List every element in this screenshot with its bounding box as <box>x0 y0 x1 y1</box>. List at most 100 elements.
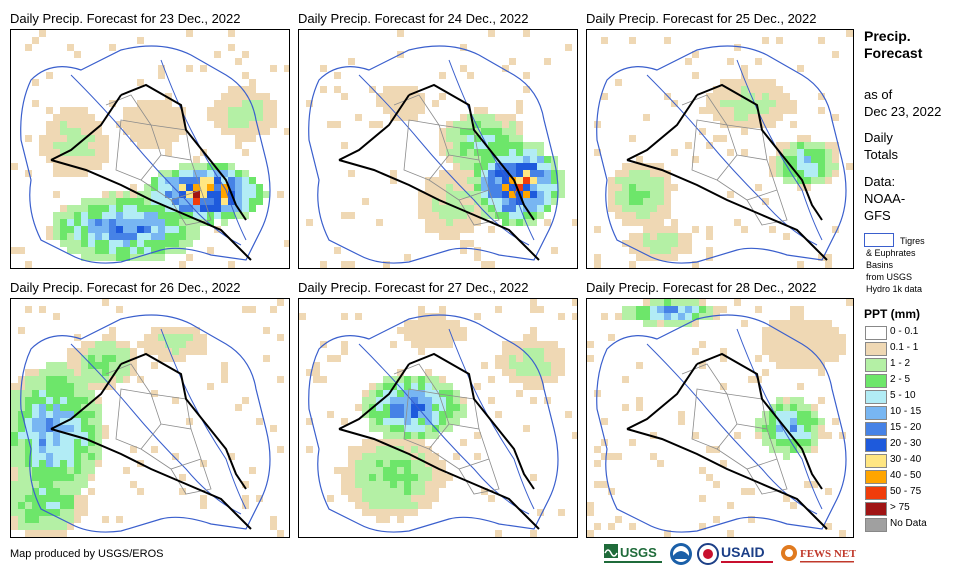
precip-field <box>11 299 284 537</box>
precip-cell <box>397 390 404 397</box>
precip-cell <box>74 107 81 114</box>
precip-cell <box>74 348 81 355</box>
precip-cell <box>446 341 453 348</box>
precip-cell <box>734 100 741 107</box>
precip-cell <box>629 163 636 170</box>
precip-cell <box>165 107 172 114</box>
precip-cell <box>832 348 839 355</box>
precip-cell <box>158 135 165 142</box>
precip-cell <box>67 233 74 240</box>
precip-cell <box>615 453 622 460</box>
precip-cell <box>699 306 706 313</box>
precip-cell <box>137 121 144 128</box>
precip-cell <box>179 226 186 233</box>
precip-cell <box>200 212 207 219</box>
precip-cell <box>390 432 397 439</box>
precip-cell <box>81 425 88 432</box>
precip-cell <box>558 369 565 376</box>
precip-cell <box>235 58 242 65</box>
precip-cell <box>18 488 25 495</box>
precip-cell <box>137 100 144 107</box>
precip-cell <box>411 488 418 495</box>
precip-cell <box>713 114 720 121</box>
precip-cell <box>39 523 46 530</box>
precip-cell <box>783 411 790 418</box>
precip-cell <box>81 474 88 481</box>
precip-cell <box>88 453 95 460</box>
precip-cell <box>81 453 88 460</box>
precip-cell <box>376 411 383 418</box>
precip-cell <box>411 495 418 502</box>
precip-cell <box>277 334 284 341</box>
precip-cell <box>664 226 671 233</box>
precip-cell <box>348 467 355 474</box>
precip-cell <box>425 184 432 191</box>
precip-cell <box>509 355 516 362</box>
precip-cell <box>11 390 18 397</box>
precip-cell <box>228 30 235 37</box>
precip-cell <box>832 226 839 233</box>
precip-cell <box>39 418 46 425</box>
precip-cell <box>432 411 439 418</box>
precip-cell <box>200 198 207 205</box>
precip-cell <box>467 163 474 170</box>
precip-cell <box>11 425 18 432</box>
precip-cell <box>418 432 425 439</box>
precip-cell <box>783 107 790 114</box>
precip-cell <box>46 135 53 142</box>
precip-cell <box>755 58 762 65</box>
precip-cell <box>832 355 839 362</box>
precip-cell <box>88 128 95 135</box>
precip-cell <box>804 481 811 488</box>
precip-cell <box>277 530 284 537</box>
precip-cell <box>755 355 762 362</box>
precip-cell <box>587 355 594 362</box>
precip-cell <box>790 121 797 128</box>
precip-cell <box>530 299 537 306</box>
precip-cell <box>95 240 102 247</box>
as-of-value: Dec 23, 2022 <box>864 104 942 119</box>
precip-cell <box>467 149 474 156</box>
precip-cell <box>137 247 144 254</box>
precip-cell <box>629 205 636 212</box>
precip-cell <box>594 254 601 261</box>
precip-cell <box>67 467 74 474</box>
precip-cell <box>516 142 523 149</box>
precip-cell <box>699 128 706 135</box>
precip-cell <box>446 233 453 240</box>
legend-label: > 75 <box>890 502 910 513</box>
precip-cell <box>776 341 783 348</box>
precip-cell <box>158 247 165 254</box>
precip-cell <box>643 306 650 313</box>
precip-cell <box>74 439 81 446</box>
precip-cell <box>144 233 151 240</box>
precip-cell <box>432 453 439 460</box>
precip-cell <box>165 177 172 184</box>
precip-cell <box>165 93 172 100</box>
precip-cell <box>397 460 404 467</box>
precip-cell <box>699 299 706 306</box>
precip-cell <box>481 198 488 205</box>
precip-cell <box>123 226 130 233</box>
river-line <box>160 328 247 510</box>
precip-cell <box>242 72 249 79</box>
precip-cell <box>790 418 797 425</box>
precip-cell <box>130 226 137 233</box>
precip-cell <box>748 107 755 114</box>
precip-cell <box>460 404 467 411</box>
precip-cell <box>25 495 32 502</box>
precip-cell <box>46 404 53 411</box>
precip-cell <box>362 404 369 411</box>
precip-cell <box>53 212 60 219</box>
precip-cell <box>74 453 81 460</box>
precip-cell <box>741 107 748 114</box>
precip-cell <box>172 205 179 212</box>
precip-cell <box>179 163 186 170</box>
precip-cell <box>376 467 383 474</box>
precip-cell <box>383 261 390 268</box>
precip-cell <box>825 149 832 156</box>
precip-cell <box>783 170 790 177</box>
precip-cell <box>60 460 67 467</box>
precip-cell <box>741 86 748 93</box>
precip-cell <box>741 93 748 100</box>
